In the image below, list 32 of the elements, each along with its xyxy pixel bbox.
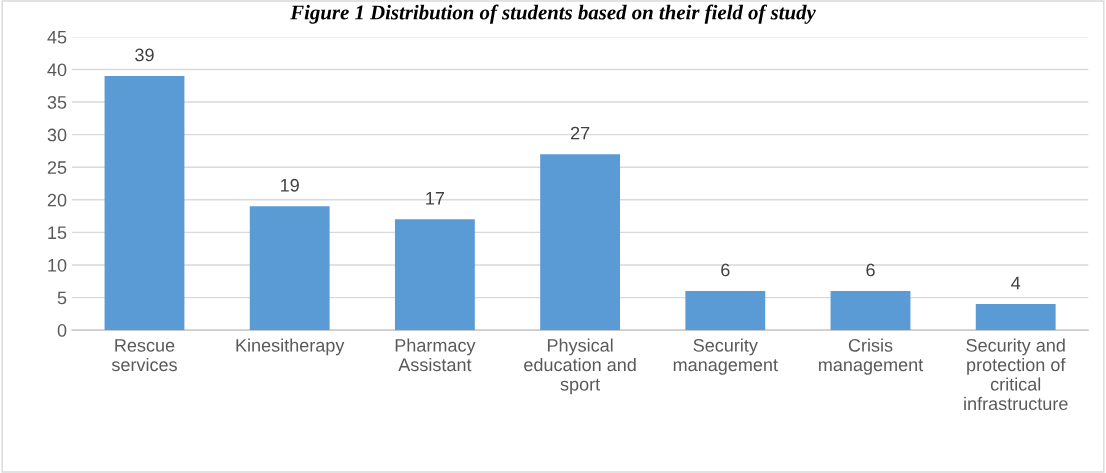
- y-tick-label: 40: [47, 63, 67, 77]
- y-tick-label: 5: [57, 291, 67, 305]
- chart-title: Figure 1 Distribution of students based on their field of study: [290, 4, 816, 24]
- x-tick-label: Crisis management: [819, 338, 924, 375]
- bar: [975, 304, 1056, 331]
- x-tick-label: Security and protection of critical infrastructure: [964, 338, 1068, 411]
- y-tick-label: 30: [47, 128, 67, 142]
- y-tick-label: 10: [48, 258, 67, 272]
- y-tick-label: 25: [47, 161, 67, 174]
- x-tick-label: Security management: [673, 338, 778, 375]
- x-tick-label: Physical education and sport: [524, 338, 636, 395]
- data-label: 6: [866, 263, 875, 277]
- data-label: 6: [721, 263, 730, 277]
- data-label: 4: [1011, 276, 1021, 290]
- bar: [540, 154, 621, 331]
- y-tick-label: 20: [47, 193, 67, 207]
- data-label: 19: [281, 178, 299, 192]
- bar: [394, 219, 475, 331]
- bar: [249, 206, 330, 331]
- x-tick-label: Pharmacy Assistant: [395, 338, 476, 372]
- y-tick-label: 45: [47, 31, 67, 44]
- y-tick-label: 0: [57, 324, 67, 337]
- x-tick-label: Kinesitherapy: [236, 338, 345, 356]
- y-tick-label: 15: [48, 226, 67, 240]
- y-tick-label: 35: [47, 96, 67, 109]
- bar: [830, 291, 911, 331]
- bar: [685, 291, 766, 331]
- data-label: 17: [426, 192, 445, 205]
- bar: [104, 76, 185, 331]
- data-label: 27: [570, 126, 590, 140]
- x-tick-label: Rescue services: [111, 339, 177, 372]
- data-label: 39: [135, 48, 154, 62]
